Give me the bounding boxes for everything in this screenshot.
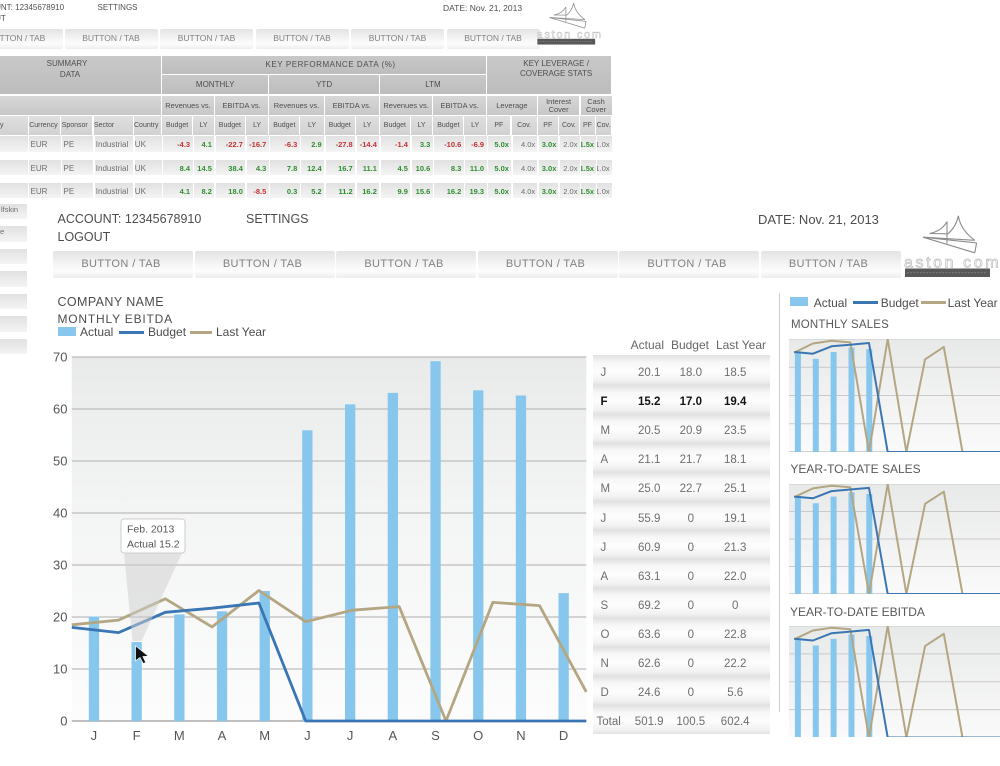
svg-text:N: N (516, 728, 525, 743)
svg-text:O: O (473, 728, 483, 743)
svg-text:40: 40 (53, 506, 67, 521)
svg-text:A: A (218, 728, 227, 743)
svg-text:70: 70 (53, 350, 67, 365)
svg-text:Actual 15.2: Actual 15.2 (127, 539, 180, 551)
svg-text:60: 60 (53, 402, 67, 417)
svg-text:aston com: aston com (537, 29, 603, 41)
svg-text:J: J (304, 728, 311, 743)
svg-text:D: D (559, 728, 568, 743)
svg-text:M: M (259, 728, 270, 743)
svg-text:S: S (431, 728, 440, 743)
svg-text:20: 20 (53, 610, 67, 625)
svg-text:A: A (388, 728, 397, 743)
svg-text:F: F (133, 728, 141, 743)
svg-text:J: J (347, 728, 354, 743)
svg-text:0: 0 (60, 714, 67, 729)
svg-text:50: 50 (53, 454, 67, 469)
svg-text:aston com: aston com (904, 255, 1000, 272)
svg-text:M: M (174, 728, 185, 743)
svg-text:J: J (91, 728, 98, 743)
svg-text:30: 30 (53, 558, 67, 573)
svg-text:Feb. 2013: Feb. 2013 (127, 524, 174, 536)
svg-text:10: 10 (53, 662, 67, 677)
